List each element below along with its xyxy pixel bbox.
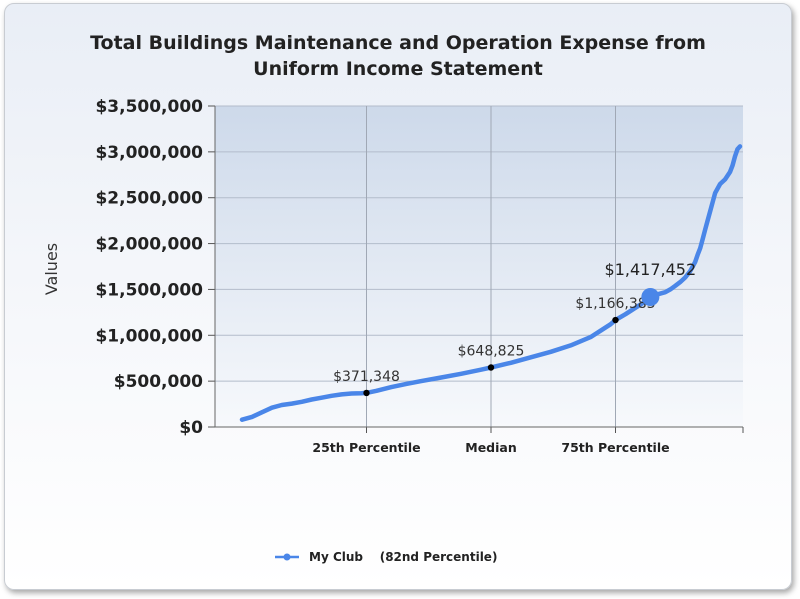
- y-tick-label: $2,000,000: [95, 235, 203, 255]
- y-tick-label: $3,000,000: [95, 143, 203, 163]
- y-tick-label: $500,000: [114, 372, 203, 392]
- y-tick-label: $2,500,000: [95, 189, 203, 209]
- chart-card: Total Buildings Maintenance and Operatio…: [4, 3, 792, 590]
- annotation-layer: $371,348 $648,825 $1,166,383 $1,417,452: [333, 260, 697, 397]
- my-club-marker[interactable]: [641, 287, 660, 306]
- y-tick-label: $3,500,000: [95, 97, 203, 117]
- x-tick-label: 25th Percentile: [312, 440, 420, 455]
- axis-layer: $0 $500,000 $1,000,000 $1,500,000 $2,000,000…: [95, 97, 744, 455]
- percentile-value-label: $1,166,383: [575, 296, 655, 312]
- grid-layer: [215, 105, 743, 427]
- y-tick-label: $1,000,000: [95, 326, 203, 346]
- x-tick-label: 75th Percentile: [561, 440, 669, 455]
- series-line-my-club: [239, 144, 743, 422]
- percentile-marker: [487, 364, 495, 371]
- plot-area: [215, 106, 743, 427]
- percentile-value-label: $371,348: [333, 369, 400, 385]
- y-tick-label: $0: [179, 418, 203, 438]
- chart-svg: Total Buildings Maintenance and Operatio…: [42, 32, 744, 564]
- percentile-marker: [363, 389, 370, 397]
- chart-title-line-1: Total Buildings Maintenance and Operatio…: [90, 32, 706, 54]
- my-club-value-label: $1,417,452: [605, 260, 697, 279]
- series-layer: [239, 144, 743, 422]
- chart-title-line-2: Uniform Income Statement: [253, 58, 543, 80]
- x-tick-label: Median: [465, 440, 516, 455]
- legend-entry-my-club: My Club (82nd Percentile): [309, 550, 497, 564]
- percentile-value-label: $648,825: [458, 343, 525, 359]
- y-tick-label: $1,500,000: [95, 280, 203, 300]
- legend[interactable]: My Club (82nd Percentile): [275, 550, 497, 564]
- y-axis-label: Values: [42, 243, 61, 295]
- legend-swatch-marker: [283, 553, 291, 561]
- percentile-marker: [612, 316, 619, 324]
